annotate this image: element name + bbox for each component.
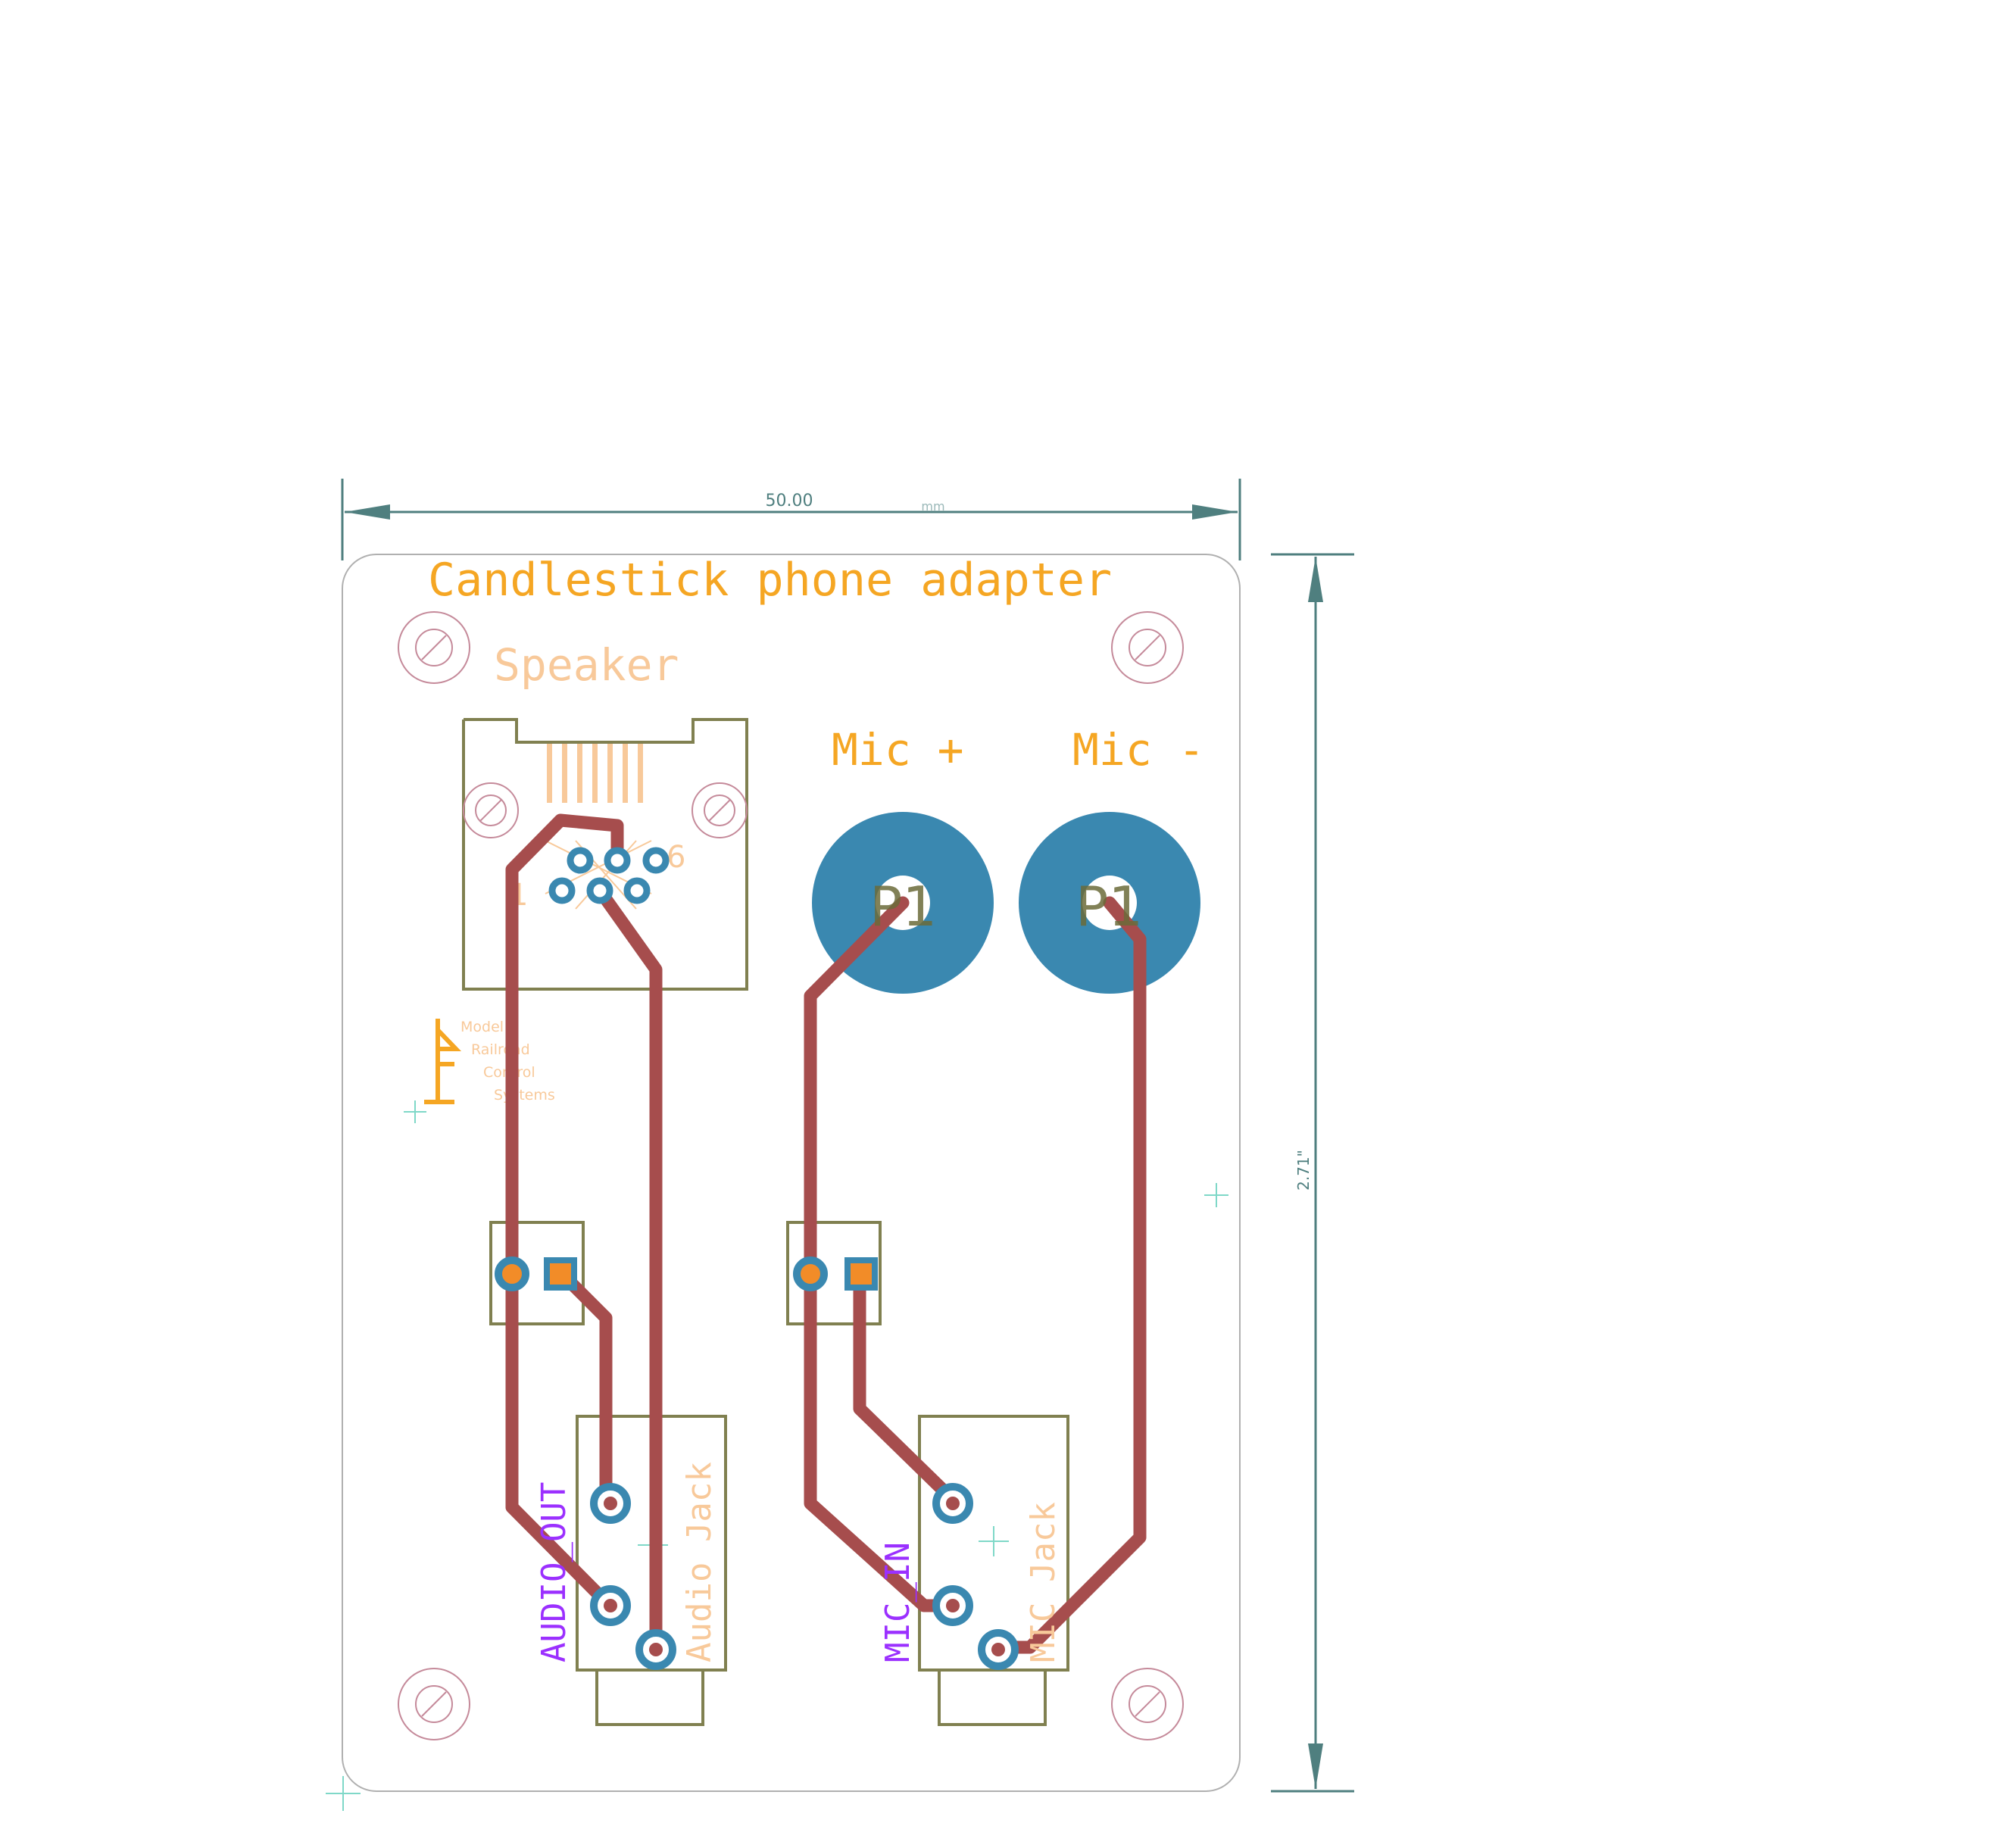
mounting-hole-bottom-left bbox=[398, 1668, 470, 1740]
rj-pin6-label: 6 bbox=[667, 840, 685, 875]
logo-line-1: Model bbox=[460, 1019, 504, 1035]
logo-signal-mast-icon bbox=[424, 1019, 462, 1104]
logo-line-2: Railroad bbox=[471, 1041, 530, 1058]
mic-plus-label: Mic + bbox=[832, 724, 964, 776]
width-dimension-value: 50.00 bbox=[766, 492, 813, 510]
mounting-hole-bottom-right bbox=[1111, 1668, 1184, 1740]
mic-minus-label: Mic - bbox=[1072, 724, 1205, 776]
origin-cross-icons bbox=[326, 1100, 1228, 1811]
speaker-label: Speaker bbox=[494, 639, 679, 691]
height-dimension-value: 2.71" bbox=[1294, 1150, 1313, 1191]
trace-rj-to-audio-jack-tip bbox=[593, 884, 663, 1650]
mic-jack-footprint bbox=[918, 1415, 1069, 1726]
terminal-pads bbox=[495, 1256, 878, 1291]
mic-terminal-footprint bbox=[786, 1221, 882, 1325]
speaker-terminal-footprint bbox=[489, 1221, 585, 1325]
rj-mount-hole-right bbox=[691, 782, 748, 838]
width-dimension-unit: mm bbox=[921, 499, 944, 514]
logo-line-4: Systems bbox=[494, 1087, 555, 1103]
jack-pads bbox=[590, 1483, 1019, 1670]
board-outline bbox=[342, 554, 1241, 1792]
audio-out-net-label: AUDIO_OUT bbox=[535, 1482, 573, 1662]
mounting-hole-top-left bbox=[398, 611, 470, 684]
mic-minus-pad-label: P1 bbox=[1075, 875, 1143, 938]
mic-plus-pad-label: P1 bbox=[869, 875, 937, 938]
width-dimension bbox=[341, 479, 1241, 560]
trace-rj-to-audio-jack bbox=[505, 813, 624, 1609]
trace-mic-terminal-to-jack bbox=[853, 1266, 960, 1506]
mic-jack-label: MIC Jack bbox=[1024, 1502, 1063, 1662]
audio-jack-label: Audio Jack bbox=[680, 1462, 719, 1662]
rj-mount-hole-left bbox=[463, 782, 519, 838]
trace-mic-plus bbox=[804, 896, 957, 1612]
trace-mic-minus bbox=[991, 896, 1147, 1654]
mic-in-net-label: MIC_IN bbox=[879, 1542, 917, 1662]
mounting-hole-top-right bbox=[1111, 611, 1184, 684]
rj-jack-footprint bbox=[462, 718, 748, 991]
rj-pins bbox=[548, 847, 670, 904]
jack-pad-centers bbox=[604, 1497, 1005, 1656]
board-title: Candlestick phone adapter bbox=[428, 554, 1112, 607]
rj-jack-contacts bbox=[547, 744, 643, 803]
height-dimension bbox=[1271, 553, 1354, 1793]
